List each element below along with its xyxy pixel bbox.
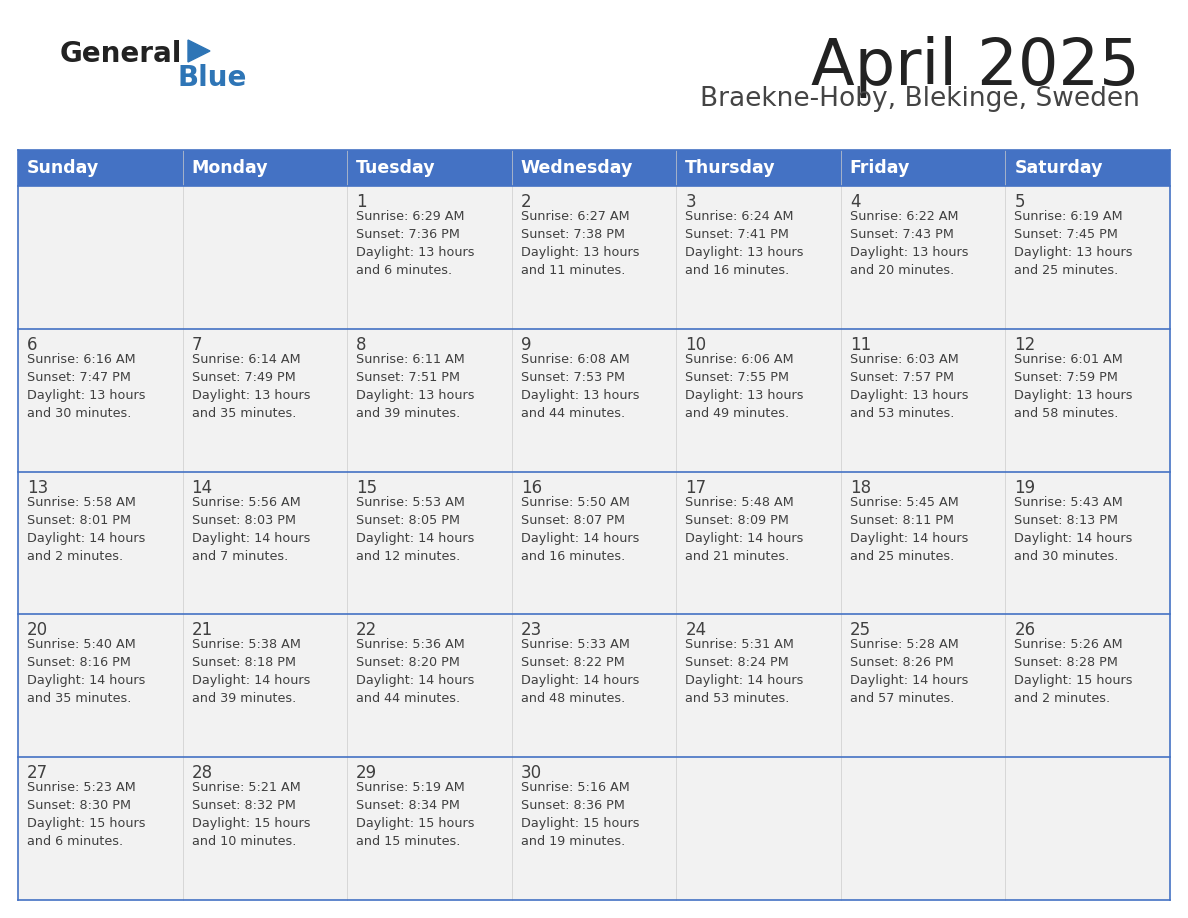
Bar [18,472,1170,614]
Text: Sunrise: 5:31 AM
Sunset: 8:24 PM
Daylight: 14 hours
and 53 minutes.: Sunrise: 5:31 AM Sunset: 8:24 PM Dayligh… [685,638,803,705]
Text: Sunrise: 5:50 AM
Sunset: 8:07 PM
Daylight: 14 hours
and 16 minutes.: Sunrise: 5:50 AM Sunset: 8:07 PM Dayligh… [520,496,639,563]
Text: 1: 1 [356,193,367,211]
Bar [18,186,1170,329]
Text: 2: 2 [520,193,531,211]
Text: 25: 25 [849,621,871,640]
Text: 20: 20 [27,621,49,640]
Text: 10: 10 [685,336,707,353]
Text: Sunrise: 6:06 AM
Sunset: 7:55 PM
Daylight: 13 hours
and 49 minutes.: Sunrise: 6:06 AM Sunset: 7:55 PM Dayligh… [685,353,804,420]
Text: 5: 5 [1015,193,1025,211]
Text: 30: 30 [520,764,542,782]
Text: Monday: Monday [191,159,268,177]
Text: Sunrise: 5:48 AM
Sunset: 8:09 PM
Daylight: 14 hours
and 21 minutes.: Sunrise: 5:48 AM Sunset: 8:09 PM Dayligh… [685,496,803,563]
Text: Thursday: Thursday [685,159,776,177]
Bar [18,150,183,186]
Text: Sunrise: 6:14 AM
Sunset: 7:49 PM
Daylight: 13 hours
and 35 minutes.: Sunrise: 6:14 AM Sunset: 7:49 PM Dayligh… [191,353,310,420]
Text: 13: 13 [27,478,49,497]
Text: Wednesday: Wednesday [520,159,633,177]
Text: 22: 22 [356,621,378,640]
Text: Sunrise: 5:33 AM
Sunset: 8:22 PM
Daylight: 14 hours
and 48 minutes.: Sunrise: 5:33 AM Sunset: 8:22 PM Dayligh… [520,638,639,705]
Text: 21: 21 [191,621,213,640]
Text: 8: 8 [356,336,367,353]
Bar [841,150,1005,186]
Text: Sunrise: 5:26 AM
Sunset: 8:28 PM
Daylight: 15 hours
and 2 minutes.: Sunrise: 5:26 AM Sunset: 8:28 PM Dayligh… [1015,638,1133,705]
Text: April 2025: April 2025 [811,36,1140,98]
Text: Sunrise: 5:38 AM
Sunset: 8:18 PM
Daylight: 14 hours
and 39 minutes.: Sunrise: 5:38 AM Sunset: 8:18 PM Dayligh… [191,638,310,705]
Text: Tuesday: Tuesday [356,159,436,177]
Text: Sunrise: 5:23 AM
Sunset: 8:30 PM
Daylight: 15 hours
and 6 minutes.: Sunrise: 5:23 AM Sunset: 8:30 PM Dayligh… [27,781,145,848]
Bar [1005,150,1170,186]
Text: 11: 11 [849,336,871,353]
Bar [676,150,841,186]
Text: 16: 16 [520,478,542,497]
Text: Braekne-Hoby, Blekinge, Sweden: Braekne-Hoby, Blekinge, Sweden [700,86,1140,112]
Bar [347,150,512,186]
Bar [183,150,347,186]
Text: Sunrise: 6:16 AM
Sunset: 7:47 PM
Daylight: 13 hours
and 30 minutes.: Sunrise: 6:16 AM Sunset: 7:47 PM Dayligh… [27,353,145,420]
Text: 29: 29 [356,764,378,782]
Bar [18,329,1170,472]
Text: 18: 18 [849,478,871,497]
Text: Sunrise: 6:19 AM
Sunset: 7:45 PM
Daylight: 13 hours
and 25 minutes.: Sunrise: 6:19 AM Sunset: 7:45 PM Dayligh… [1015,210,1133,277]
Text: Sunrise: 5:19 AM
Sunset: 8:34 PM
Daylight: 15 hours
and 15 minutes.: Sunrise: 5:19 AM Sunset: 8:34 PM Dayligh… [356,781,475,848]
Text: Sunrise: 6:08 AM
Sunset: 7:53 PM
Daylight: 13 hours
and 44 minutes.: Sunrise: 6:08 AM Sunset: 7:53 PM Dayligh… [520,353,639,420]
Bar [512,150,676,186]
Bar [18,757,1170,900]
Text: Sunrise: 5:43 AM
Sunset: 8:13 PM
Daylight: 14 hours
and 30 minutes.: Sunrise: 5:43 AM Sunset: 8:13 PM Dayligh… [1015,496,1133,563]
Text: 3: 3 [685,193,696,211]
Polygon shape [188,40,210,62]
Text: 6: 6 [27,336,38,353]
Text: 19: 19 [1015,478,1036,497]
Text: 12: 12 [1015,336,1036,353]
Text: 26: 26 [1015,621,1036,640]
Text: Sunrise: 5:36 AM
Sunset: 8:20 PM
Daylight: 14 hours
and 44 minutes.: Sunrise: 5:36 AM Sunset: 8:20 PM Dayligh… [356,638,474,705]
Text: General: General [61,40,183,68]
Text: Sunrise: 5:56 AM
Sunset: 8:03 PM
Daylight: 14 hours
and 7 minutes.: Sunrise: 5:56 AM Sunset: 8:03 PM Dayligh… [191,496,310,563]
Text: 4: 4 [849,193,860,211]
Text: Sunrise: 6:11 AM
Sunset: 7:51 PM
Daylight: 13 hours
and 39 minutes.: Sunrise: 6:11 AM Sunset: 7:51 PM Dayligh… [356,353,475,420]
Text: Saturday: Saturday [1015,159,1102,177]
Text: 28: 28 [191,764,213,782]
Text: Sunrise: 5:40 AM
Sunset: 8:16 PM
Daylight: 14 hours
and 35 minutes.: Sunrise: 5:40 AM Sunset: 8:16 PM Dayligh… [27,638,145,705]
Text: Sunrise: 5:58 AM
Sunset: 8:01 PM
Daylight: 14 hours
and 2 minutes.: Sunrise: 5:58 AM Sunset: 8:01 PM Dayligh… [27,496,145,563]
Text: Sunrise: 5:28 AM
Sunset: 8:26 PM
Daylight: 14 hours
and 57 minutes.: Sunrise: 5:28 AM Sunset: 8:26 PM Dayligh… [849,638,968,705]
Text: 9: 9 [520,336,531,353]
Text: 17: 17 [685,478,707,497]
Text: 24: 24 [685,621,707,640]
Text: 14: 14 [191,478,213,497]
Text: Sunrise: 6:29 AM
Sunset: 7:36 PM
Daylight: 13 hours
and 6 minutes.: Sunrise: 6:29 AM Sunset: 7:36 PM Dayligh… [356,210,475,277]
Text: Sunrise: 5:16 AM
Sunset: 8:36 PM
Daylight: 15 hours
and 19 minutes.: Sunrise: 5:16 AM Sunset: 8:36 PM Dayligh… [520,781,639,848]
Text: Sunrise: 6:24 AM
Sunset: 7:41 PM
Daylight: 13 hours
and 16 minutes.: Sunrise: 6:24 AM Sunset: 7:41 PM Dayligh… [685,210,804,277]
Text: Sunrise: 6:01 AM
Sunset: 7:59 PM
Daylight: 13 hours
and 58 minutes.: Sunrise: 6:01 AM Sunset: 7:59 PM Dayligh… [1015,353,1133,420]
Text: Sunday: Sunday [27,159,100,177]
Text: Sunrise: 6:03 AM
Sunset: 7:57 PM
Daylight: 13 hours
and 53 minutes.: Sunrise: 6:03 AM Sunset: 7:57 PM Dayligh… [849,353,968,420]
Bar [18,614,1170,757]
Text: Friday: Friday [849,159,910,177]
Text: Sunrise: 5:21 AM
Sunset: 8:32 PM
Daylight: 15 hours
and 10 minutes.: Sunrise: 5:21 AM Sunset: 8:32 PM Dayligh… [191,781,310,848]
Text: 7: 7 [191,336,202,353]
Text: Sunrise: 6:27 AM
Sunset: 7:38 PM
Daylight: 13 hours
and 11 minutes.: Sunrise: 6:27 AM Sunset: 7:38 PM Dayligh… [520,210,639,277]
Text: 23: 23 [520,621,542,640]
Text: Sunrise: 5:45 AM
Sunset: 8:11 PM
Daylight: 14 hours
and 25 minutes.: Sunrise: 5:45 AM Sunset: 8:11 PM Dayligh… [849,496,968,563]
Text: Sunrise: 6:22 AM
Sunset: 7:43 PM
Daylight: 13 hours
and 20 minutes.: Sunrise: 6:22 AM Sunset: 7:43 PM Dayligh… [849,210,968,277]
Text: Sunrise: 5:53 AM
Sunset: 8:05 PM
Daylight: 14 hours
and 12 minutes.: Sunrise: 5:53 AM Sunset: 8:05 PM Dayligh… [356,496,474,563]
Text: 27: 27 [27,764,49,782]
Text: Blue: Blue [178,64,247,92]
Text: 15: 15 [356,478,378,497]
